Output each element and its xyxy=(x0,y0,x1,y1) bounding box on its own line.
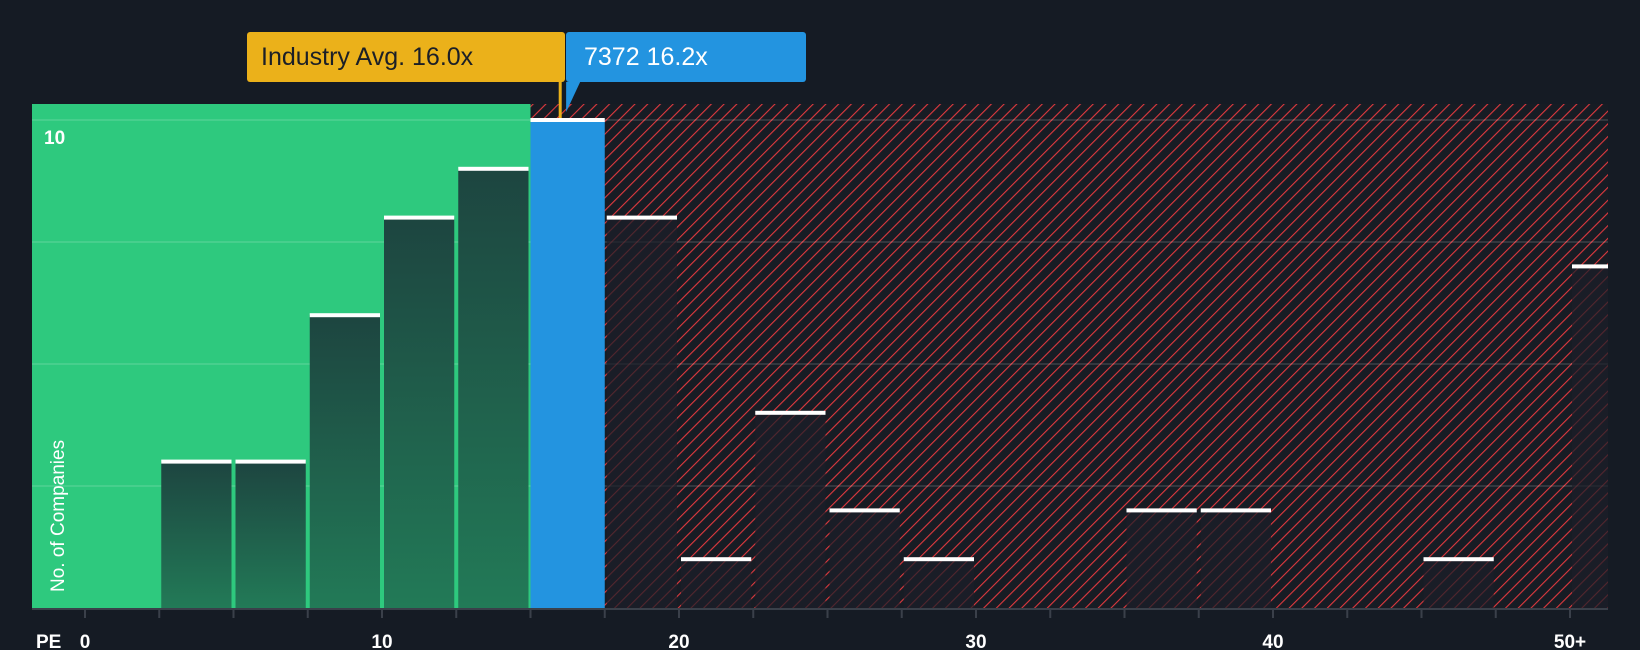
histogram-bar xyxy=(235,461,306,608)
bar-top-marker xyxy=(161,459,232,464)
x-tick-label: 0 xyxy=(80,632,91,650)
bar-top-marker xyxy=(681,557,752,562)
histogram-bar xyxy=(606,217,677,608)
histogram-bar xyxy=(1200,510,1271,608)
histogram-bar xyxy=(903,559,974,608)
histogram-bar xyxy=(1572,266,1608,608)
histogram-bar xyxy=(1423,559,1494,608)
histogram-bar xyxy=(1126,510,1197,608)
bar-top-marker xyxy=(1423,557,1494,562)
x-tick-label: 10 xyxy=(371,632,392,650)
bar-top-marker xyxy=(829,508,900,513)
histogram-bar xyxy=(384,217,455,608)
histogram-bar xyxy=(755,412,826,608)
histogram-bar xyxy=(829,510,900,608)
bar-top-marker xyxy=(606,215,677,220)
x-tick-label: 40 xyxy=(1262,632,1283,650)
y-tick-label: 10 xyxy=(44,128,65,149)
histogram-bar xyxy=(309,315,380,608)
bar-top-marker xyxy=(1126,508,1197,513)
overvalued-zone xyxy=(530,104,1608,608)
x-tick-label: 50+ xyxy=(1554,632,1586,650)
bar-top-marker xyxy=(1200,508,1271,513)
x-tick-label: 30 xyxy=(965,632,986,650)
histogram-bar xyxy=(530,120,605,608)
company-pointer xyxy=(566,82,581,112)
histogram-bar xyxy=(458,168,529,609)
x-axis-title: PE xyxy=(36,632,61,650)
bar-top-marker xyxy=(530,118,605,122)
bar-top-marker xyxy=(235,459,306,464)
x-tick-label: 20 xyxy=(668,632,689,650)
bar-top-marker xyxy=(1572,264,1608,269)
industry-avg-label: Industry Avg. 16.0x xyxy=(247,32,565,82)
bar-top-marker xyxy=(755,410,826,415)
bar-top-marker xyxy=(384,215,455,220)
bar-top-marker xyxy=(903,557,974,562)
histogram-bar xyxy=(161,461,232,608)
bar-top-marker xyxy=(309,313,380,318)
bar-top-marker xyxy=(458,166,529,171)
histogram-bar xyxy=(681,559,752,608)
y-axis-title: No. of Companies xyxy=(48,440,69,592)
company-pe-label: 7372 16.2x xyxy=(566,32,806,82)
